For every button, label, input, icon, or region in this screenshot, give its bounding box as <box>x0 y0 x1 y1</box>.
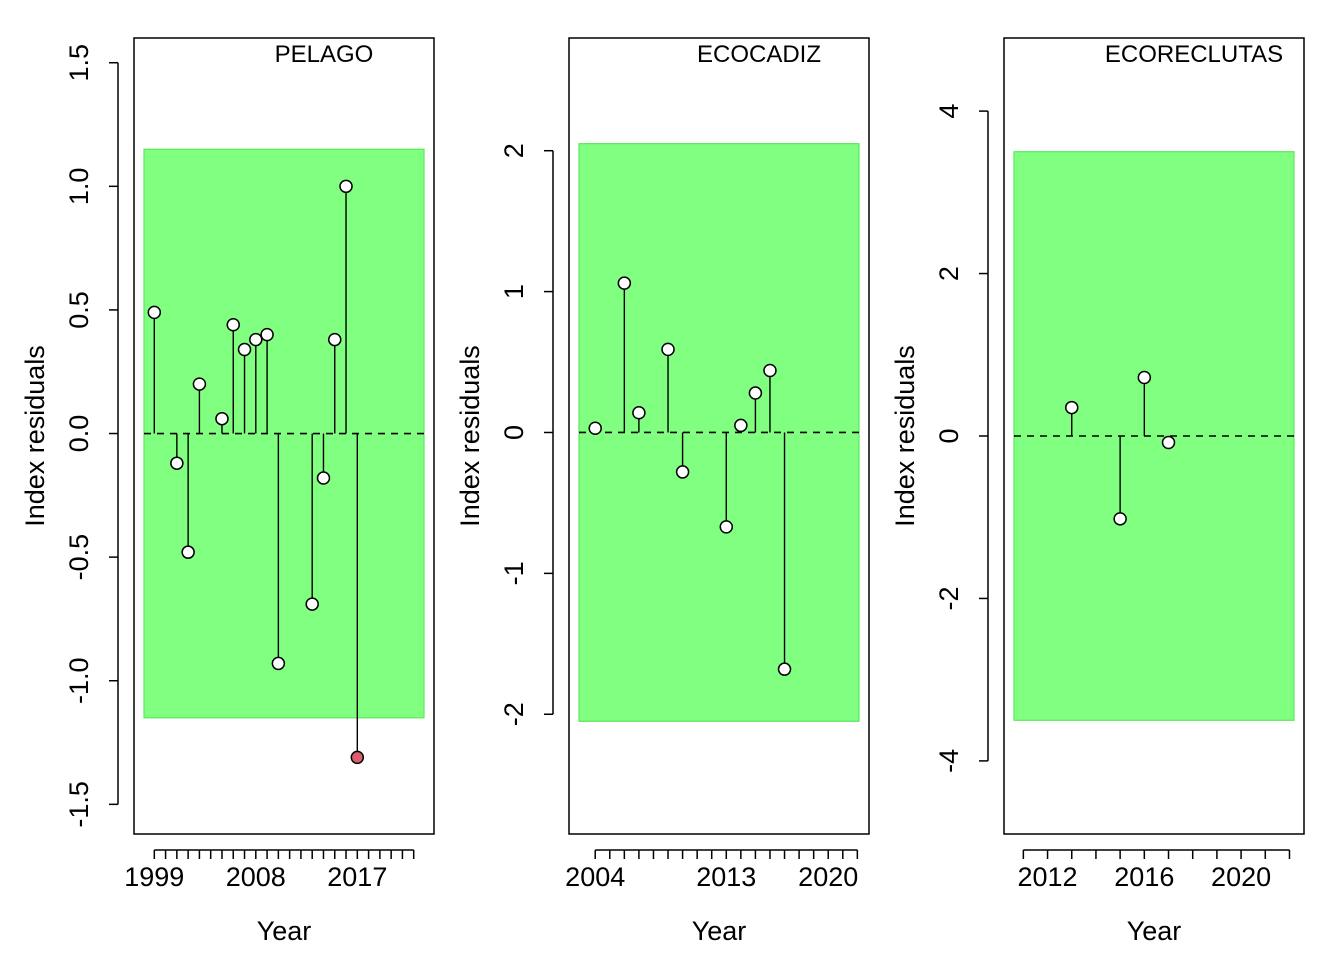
residual-point <box>170 456 184 470</box>
x-tick-label: 2020 <box>1211 862 1271 892</box>
y-tick-label: 2 <box>499 143 529 158</box>
y-axis: -4 -2 0 2 4 Index residuals <box>890 104 989 773</box>
residual-point <box>249 332 263 347</box>
residual-point <box>305 597 319 611</box>
x-tick-label: 2013 <box>696 862 756 892</box>
y-axis-title: Index residuals <box>20 345 50 527</box>
residual-point <box>588 421 602 436</box>
x-axis: 1999 2008 2017 Year <box>124 849 415 946</box>
chart-panel: PELAGO 1999 2008 2017 Year -1.5 -1.0 -0.5 0.0 0.5… <box>20 37 435 946</box>
plot-frame <box>133 37 435 835</box>
y-tick-label: 0.5 <box>64 291 94 329</box>
x-axis-title: Year <box>692 916 747 946</box>
y-tick-label: 1 <box>499 284 529 299</box>
x-tick-label: 2017 <box>327 862 387 892</box>
residual-point <box>748 386 763 400</box>
residual-point <box>675 465 690 479</box>
y-axis-title: Index residuals <box>890 345 920 527</box>
residual-point <box>237 342 252 357</box>
x-axis-title: Year <box>1127 916 1182 946</box>
y-tick-label: -2 <box>934 586 964 610</box>
y-tick-label: 1.5 <box>64 44 94 82</box>
y-tick-label: 0.0 <box>64 415 94 453</box>
residual-point <box>1161 435 1176 450</box>
y-tick-label: 0 <box>499 425 529 440</box>
residual-point <box>147 305 162 320</box>
chart-panel: ECORECLUTAS 2012 2016 2020 Year -4 -2 0 2 4 Index … <box>890 37 1305 946</box>
x-axis: 2004 2013 2020 Year <box>565 849 858 946</box>
y-tick-label: 1.0 <box>64 168 94 206</box>
y-axis: -2 -1 0 1 2 Index residuals <box>455 143 554 726</box>
residual-point <box>1137 370 1152 385</box>
residual-point <box>271 656 286 671</box>
residual-point <box>226 318 240 332</box>
panel-title: ECORECLUTAS <box>1105 41 1283 68</box>
acceptance-band <box>143 148 425 719</box>
residual-point <box>1064 400 1079 415</box>
y-tick-label: -0.5 <box>64 534 94 581</box>
x-tick-label: 2020 <box>798 862 858 892</box>
residual-point <box>777 662 792 676</box>
residual-point <box>339 179 353 194</box>
y-tick-label: -4 <box>934 749 964 773</box>
acceptance-band <box>578 143 860 722</box>
x-tick-label: 2004 <box>565 862 625 892</box>
residual-point <box>632 406 646 420</box>
residual-point <box>181 545 195 559</box>
y-tick-label: -1 <box>499 561 529 585</box>
residual-point <box>215 411 229 426</box>
chart-panel: ECOCADIZ 2004 2013 2020 Year -2 -1 0 1 2 Index res… <box>455 37 870 946</box>
residual-point <box>661 342 675 357</box>
x-tick-label: 2008 <box>226 862 286 892</box>
plot-frame <box>568 37 870 835</box>
y-tick-label: 0 <box>934 428 964 443</box>
plot-frame <box>1003 37 1305 835</box>
x-tick-label: 1999 <box>124 862 184 892</box>
y-tick-label: -2 <box>499 702 529 726</box>
residual-point <box>192 377 207 391</box>
y-axis: -1.5 -1.0 -0.5 0.0 0.5 1.0 1.5 Index residuals <box>20 44 119 828</box>
residual-point <box>260 327 274 342</box>
y-tick-label: -1.5 <box>64 781 94 828</box>
y-tick-label: 4 <box>934 104 964 119</box>
residual-point <box>617 276 632 290</box>
panel-title: ECOCADIZ <box>697 41 821 68</box>
y-tick-label: -1.0 <box>64 657 94 704</box>
residual-point <box>763 363 777 378</box>
panel-title: PELAGO <box>275 41 374 68</box>
residual-point <box>1113 512 1127 526</box>
residual-point <box>350 750 365 765</box>
x-tick-label: 2012 <box>1018 862 1078 892</box>
residual-point <box>734 418 748 433</box>
x-axis-title: Year <box>257 916 312 946</box>
residual-point <box>719 520 734 534</box>
y-axis-title: Index residuals <box>455 345 485 527</box>
acceptance-band <box>1013 151 1295 721</box>
x-tick-label: 2016 <box>1114 862 1174 892</box>
x-axis: 2012 2016 2020 Year <box>1018 849 1291 946</box>
residual-point <box>316 471 331 485</box>
residual-point <box>328 332 342 347</box>
y-tick-label: 2 <box>934 266 964 281</box>
